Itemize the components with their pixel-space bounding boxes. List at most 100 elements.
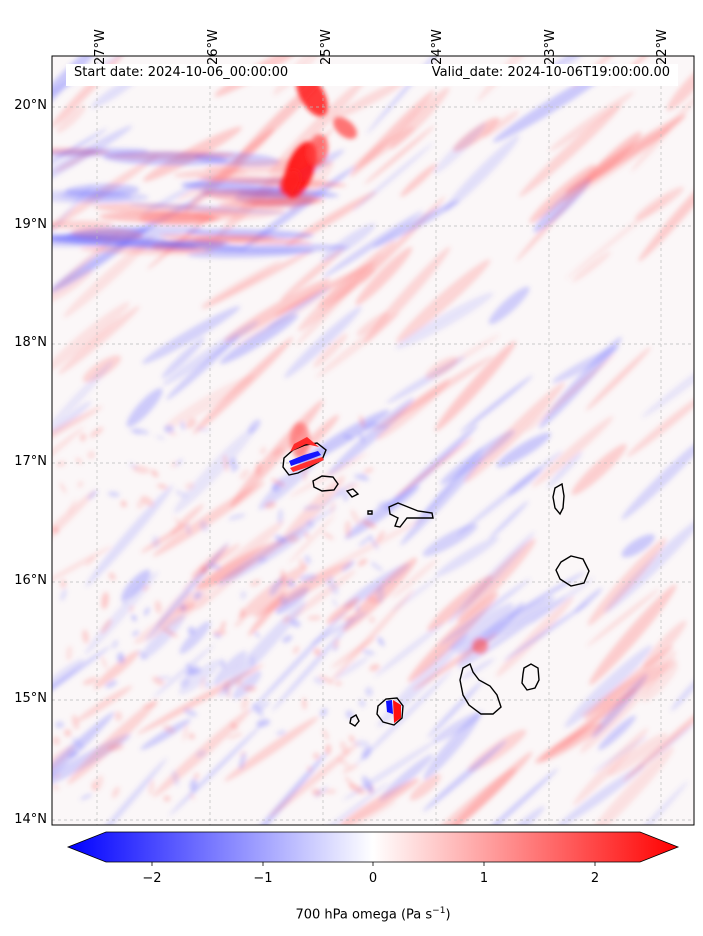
omega-streak bbox=[151, 535, 160, 548]
omega-streak bbox=[94, 775, 104, 791]
omega-streak bbox=[276, 730, 287, 736]
colorbar bbox=[66, 831, 680, 863]
omega-streak bbox=[298, 558, 306, 570]
omega-streak bbox=[361, 519, 377, 529]
omega-streak bbox=[440, 578, 531, 646]
omega-streak bbox=[54, 721, 65, 729]
omega-streak bbox=[531, 416, 614, 488]
omega-streak bbox=[296, 252, 383, 346]
omega-streak bbox=[369, 664, 380, 671]
omega-streak bbox=[200, 260, 282, 308]
omega-streak bbox=[173, 516, 184, 529]
lat-label-19n: 19°N bbox=[14, 217, 47, 232]
omega-streak bbox=[168, 722, 264, 816]
omega-streak bbox=[488, 286, 530, 325]
omega-streak bbox=[472, 638, 488, 654]
omega-streak bbox=[519, 104, 622, 197]
lon-label-25w: 25°W bbox=[319, 29, 334, 65]
omega-streak bbox=[133, 428, 150, 435]
omega-streak bbox=[114, 240, 244, 250]
omega-streak bbox=[621, 534, 655, 558]
omega-streak bbox=[142, 702, 158, 709]
omega-streak bbox=[224, 716, 319, 782]
omega-streak bbox=[571, 444, 627, 496]
omega-streak bbox=[187, 248, 315, 259]
omega-streak bbox=[409, 774, 441, 801]
lon-label-27w: 27°W bbox=[93, 29, 108, 65]
omega-streak bbox=[302, 697, 307, 710]
omega-streak bbox=[444, 135, 520, 212]
omega-streak bbox=[427, 680, 484, 739]
omega-streak bbox=[200, 565, 208, 575]
omega-streak bbox=[585, 347, 651, 411]
omega-streak bbox=[623, 698, 694, 782]
omega-streak bbox=[303, 505, 320, 511]
island-maio bbox=[521, 663, 540, 691]
santo-antao-red-strip bbox=[290, 457, 324, 472]
omega-streak bbox=[320, 223, 376, 262]
omega-streak bbox=[564, 114, 686, 194]
omega-streak bbox=[422, 740, 507, 812]
omega-streak bbox=[212, 650, 247, 686]
omega-streak bbox=[364, 125, 435, 185]
omega-streak bbox=[52, 784, 60, 791]
omega-streak bbox=[460, 658, 495, 680]
omega-streak bbox=[93, 650, 140, 689]
omega-streak bbox=[157, 483, 168, 490]
omega-streak bbox=[465, 768, 559, 825]
omega-streak bbox=[334, 656, 370, 680]
omega-streak bbox=[372, 355, 493, 432]
omega-streak bbox=[254, 631, 261, 638]
omega-streak bbox=[121, 569, 151, 601]
omega-streak bbox=[154, 600, 162, 614]
omega-streak bbox=[372, 200, 460, 248]
omega-streak bbox=[274, 262, 376, 316]
omega-streak bbox=[459, 375, 533, 433]
omega-streak bbox=[249, 655, 256, 668]
omega-streak bbox=[52, 712, 115, 804]
omega-streak bbox=[331, 598, 338, 608]
fogo-blue-lobe bbox=[386, 700, 393, 714]
omega-streak bbox=[100, 618, 112, 634]
omega-streak bbox=[376, 585, 385, 604]
omega-streak bbox=[239, 750, 247, 757]
omega-streak bbox=[227, 732, 243, 739]
island-sao-nicolau bbox=[388, 502, 434, 528]
omega-streak bbox=[257, 556, 268, 563]
omega-streak bbox=[377, 633, 469, 728]
omega-streak bbox=[170, 504, 204, 535]
omega-streak bbox=[52, 736, 61, 746]
omega-streak bbox=[586, 588, 660, 647]
omega-streak bbox=[101, 592, 109, 610]
colorbar-label: 700 hPa omega (Pa s−1) bbox=[295, 906, 451, 923]
lat-label-14n: 14°N bbox=[14, 812, 47, 827]
omega-streak bbox=[529, 577, 594, 625]
omega-streak bbox=[268, 77, 367, 175]
lat-label-20n: 20°N bbox=[14, 98, 47, 113]
omega-streak bbox=[368, 616, 376, 623]
omega-streak bbox=[54, 773, 61, 779]
omega-streak bbox=[52, 147, 149, 157]
omega-streak bbox=[572, 728, 649, 806]
omega-streak bbox=[199, 520, 209, 532]
omega-streak bbox=[423, 713, 481, 780]
omega-streak bbox=[342, 616, 354, 621]
omega-streak bbox=[192, 206, 286, 221]
omega-streak bbox=[330, 501, 335, 514]
omega-streak bbox=[359, 473, 368, 478]
omega-streak bbox=[529, 164, 596, 224]
omega-streak bbox=[137, 650, 148, 660]
omega-streak bbox=[188, 733, 195, 740]
omega-streak bbox=[329, 582, 339, 595]
omega-streak bbox=[185, 418, 197, 429]
omega-streak bbox=[280, 569, 286, 586]
omega-streak bbox=[279, 169, 301, 195]
omega-streak bbox=[340, 741, 349, 755]
omega-streak bbox=[156, 676, 172, 680]
omega-streak bbox=[120, 500, 127, 508]
omega-streak bbox=[358, 535, 373, 547]
fogo-red-lobe bbox=[393, 700, 401, 723]
omega-streak bbox=[271, 482, 279, 491]
omega-streak bbox=[277, 508, 284, 524]
omega-streak bbox=[433, 122, 486, 174]
